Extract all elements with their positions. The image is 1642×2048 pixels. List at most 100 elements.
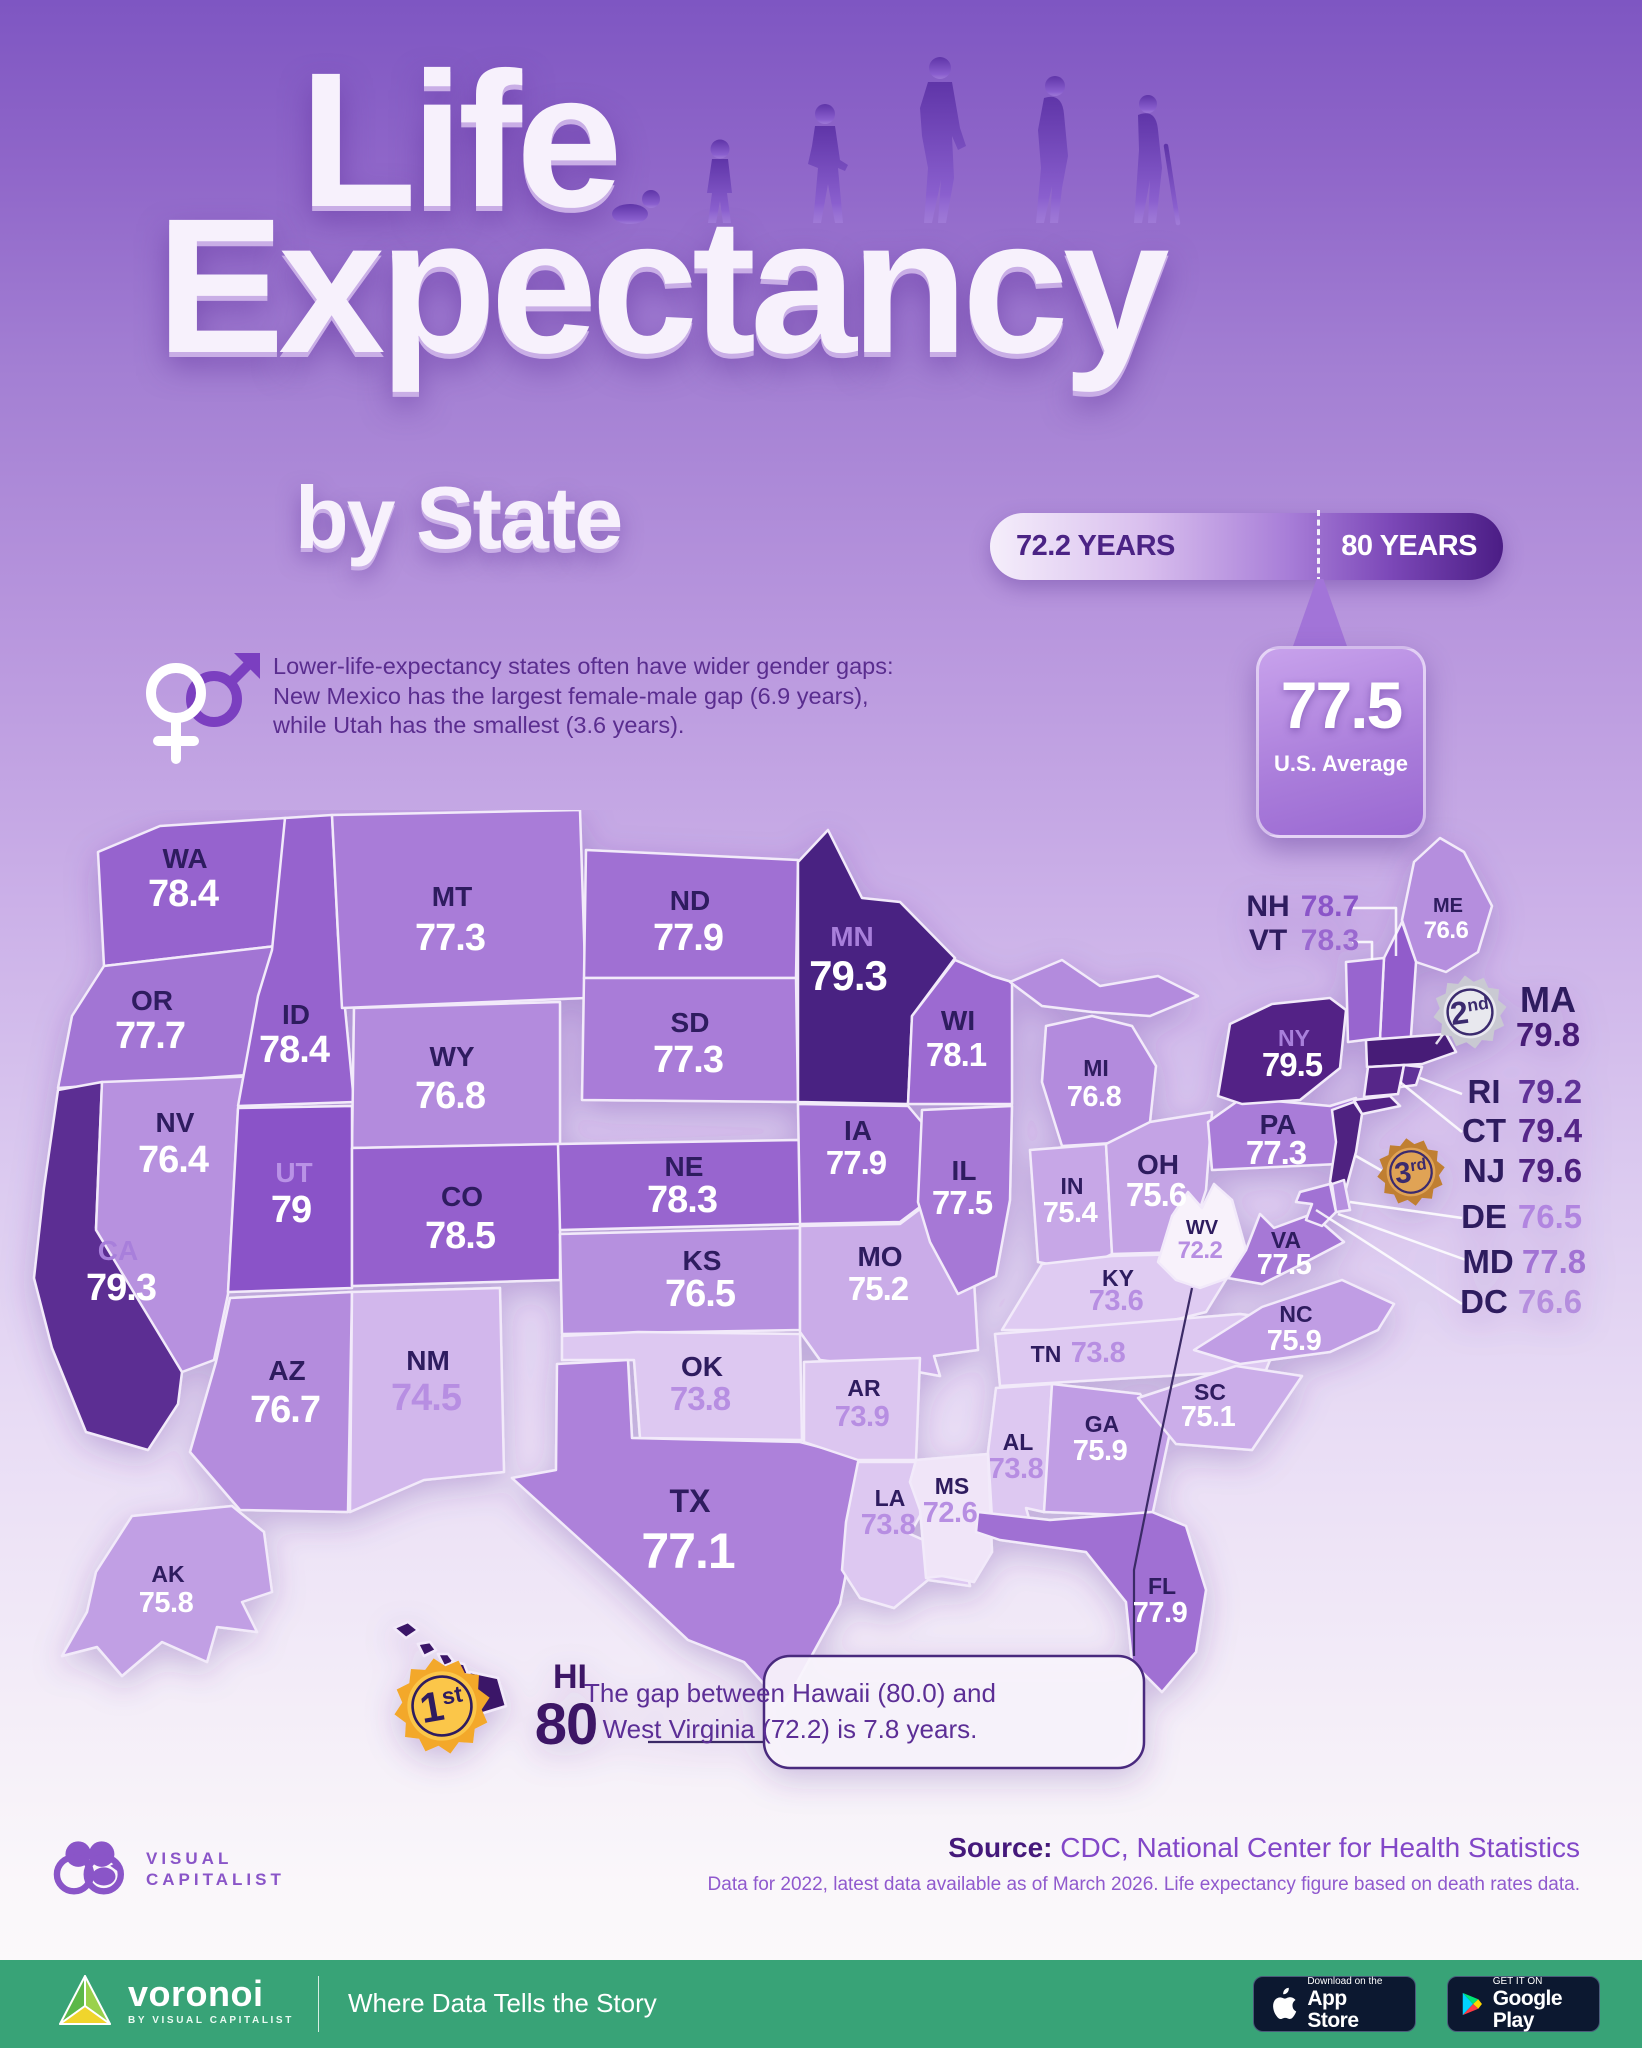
state-ar-value: 73.9: [835, 1401, 890, 1433]
state-ne-abbr: NE: [665, 1151, 704, 1182]
state-hi-abbr: HI: [553, 1658, 587, 1696]
app-store-big-text: App Store: [1307, 1987, 1359, 2032]
state-sc-value: 75.1: [1181, 1401, 1236, 1433]
callout-ma-abbr: MA: [1520, 979, 1576, 1020]
gap-callout-box: The gap between Hawaii (80.0) and West V…: [584, 1654, 1146, 1770]
title-line-3: by State: [294, 468, 623, 567]
voronoi-tagline: Where Data Tells the Story: [348, 1988, 657, 2018]
google-play-small-text: GET IT ON: [1492, 1976, 1543, 1987]
state-mt-abbr: MT: [432, 881, 472, 912]
male-arrowhead-icon: [234, 653, 260, 679]
male-symbol-icon: [186, 658, 255, 727]
state-pa-abbr: PA: [1260, 1109, 1297, 1140]
source-line: Source: CDC, National Center for Health …: [948, 1832, 1580, 1864]
visual-capitalist-piggy-icon: [53, 1841, 124, 1895]
voronoi-logo: voronoi BY VISUAL CAPITALIST: [56, 1974, 294, 2028]
state-wy-value: 76.8: [415, 1075, 485, 1117]
state-labels: WA 78.4 OR 77.7 CA 79.3 NV 76.4 ID 78.4 …: [86, 843, 1469, 1757]
gender-gap-annotation: Lower-life-expectancy states often have …: [273, 652, 1053, 741]
state-ok-abbr: OK: [681, 1351, 723, 1382]
state-wi-value: 78.1: [926, 1036, 987, 1073]
second-place-badge: 2nd: [1428, 970, 1512, 1054]
state-me-value: 76.6: [1424, 917, 1469, 944]
state-ma-shape: [1364, 1032, 1458, 1069]
callout-vt-value: 78.3: [1301, 924, 1359, 957]
state-va-value: 77.5: [1257, 1249, 1312, 1281]
state-mn-value: 79.3: [809, 952, 887, 999]
us-average-value: 77.5: [1280, 668, 1403, 742]
bar-divider: [318, 1976, 319, 2032]
callout-nh-value: 78.7: [1301, 890, 1359, 923]
google-play-badge[interactable]: GET IT ON Google Play: [1447, 1976, 1600, 2032]
state-mo-abbr: MO: [857, 1241, 902, 1272]
state-mn-abbr: MN: [830, 921, 874, 952]
source-label: Source:: [948, 1832, 1053, 1863]
state-az-abbr: AZ: [268, 1355, 305, 1386]
app-store-badge[interactable]: Download on the App Store: [1253, 1976, 1416, 2032]
state-nj-shape: [1328, 1100, 1364, 1198]
state-vt-shape: [1344, 956, 1386, 1044]
silhouette-figures: [612, 57, 1181, 226]
state-sc-shape: [1136, 1364, 1304, 1452]
state-ky-abbr: KY: [1102, 1265, 1134, 1291]
state-ms-value: 72.6: [923, 1497, 978, 1529]
apple-logo-icon: [1273, 1987, 1297, 2020]
gap-callout-line-2: West Virginia (72.2) is 7.8 years.: [603, 1714, 978, 1744]
callout-nj-abbr: NJ: [1463, 1152, 1505, 1189]
aging-silhouettes-icon: [612, 57, 1181, 226]
state-ms-abbr: MS: [935, 1473, 970, 1499]
state-ut-value: 79: [271, 1189, 311, 1231]
state-tn-abbr: TN: [1031, 1341, 1062, 1367]
callout-de-value: 76.5: [1518, 1198, 1582, 1235]
callout-ri-value: 79.2: [1518, 1073, 1582, 1110]
wv-gap-connector: [1132, 1287, 1194, 1656]
state-nm-shape: [348, 1286, 506, 1514]
state-ak-abbr: AK: [151, 1561, 185, 1587]
state-la-value: 73.8: [861, 1509, 916, 1541]
state-wv-value: 72.2: [1178, 1237, 1223, 1264]
third-place-badge: 3rd: [1372, 1133, 1450, 1211]
state-ut-shape: [226, 1104, 354, 1294]
annotation-line-3: while Utah has the smallest (3.6 years).: [273, 712, 685, 738]
state-nc-abbr: NC: [1279, 1301, 1312, 1327]
state-ri-shape: [1398, 1063, 1424, 1089]
state-tx-abbr: TX: [670, 1483, 712, 1519]
state-va-abbr: VA: [1271, 1227, 1301, 1253]
voronoi-subtitle: BY VISUAL CAPITALIST: [128, 2014, 294, 2026]
state-ut-abbr: UT: [275, 1157, 312, 1188]
state-il-value: 77.5: [932, 1184, 993, 1221]
state-nd-value: 77.9: [653, 917, 723, 959]
state-al-abbr: AL: [1003, 1429, 1034, 1455]
state-tx-value: 77.1: [641, 1523, 735, 1579]
us-average-box: 77.5 U.S. Average: [1256, 646, 1426, 838]
state-mi-abbr: MI: [1083, 1055, 1109, 1081]
state-ga-value: 75.9: [1073, 1435, 1128, 1467]
annotation-line-1: Lower-life-expectancy states often have …: [273, 653, 894, 679]
annotation-line-2: New Mexico has the largest female-male g…: [273, 682, 869, 709]
state-az-shape: [188, 1290, 354, 1514]
state-la-abbr: LA: [875, 1485, 906, 1511]
state-in-abbr: IN: [1061, 1173, 1084, 1199]
state-wy-abbr: WY: [429, 1041, 474, 1072]
state-wa-abbr: WA: [162, 843, 207, 874]
us-choropleth-map: WA 78.4 OR 77.7 CA 79.3 NV 76.4 ID 78.4 …: [32, 810, 1586, 1770]
state-fl-shape: [974, 1510, 1208, 1694]
state-wa-value: 78.4: [148, 873, 219, 915]
northeast-callout-labels: NH 78.7 VT 78.3 MA 79.8 RI 79.2 CT 79.4 …: [1246, 890, 1586, 1320]
legend-max-label: 80 YEARS: [1341, 530, 1477, 562]
state-nm-abbr: NM: [406, 1345, 450, 1376]
state-ct-shape: [1362, 1063, 1406, 1099]
state-oh-abbr: OH: [1137, 1149, 1179, 1180]
callout-ct-value: 79.4: [1518, 1112, 1583, 1149]
state-al-value: 73.8: [989, 1453, 1044, 1485]
state-nv-abbr: NV: [156, 1107, 195, 1138]
state-az-value: 76.7: [250, 1389, 320, 1431]
state-nd-abbr: ND: [670, 885, 710, 916]
state-tn-value: 73.8: [1071, 1337, 1126, 1369]
svg-text:3rd: 3rd: [1393, 1154, 1430, 1191]
legend-average-marker: [1317, 510, 1320, 583]
callout-ct-abbr: CT: [1462, 1112, 1506, 1149]
state-id-abbr: ID: [282, 999, 310, 1030]
state-or-abbr: OR: [131, 985, 173, 1016]
